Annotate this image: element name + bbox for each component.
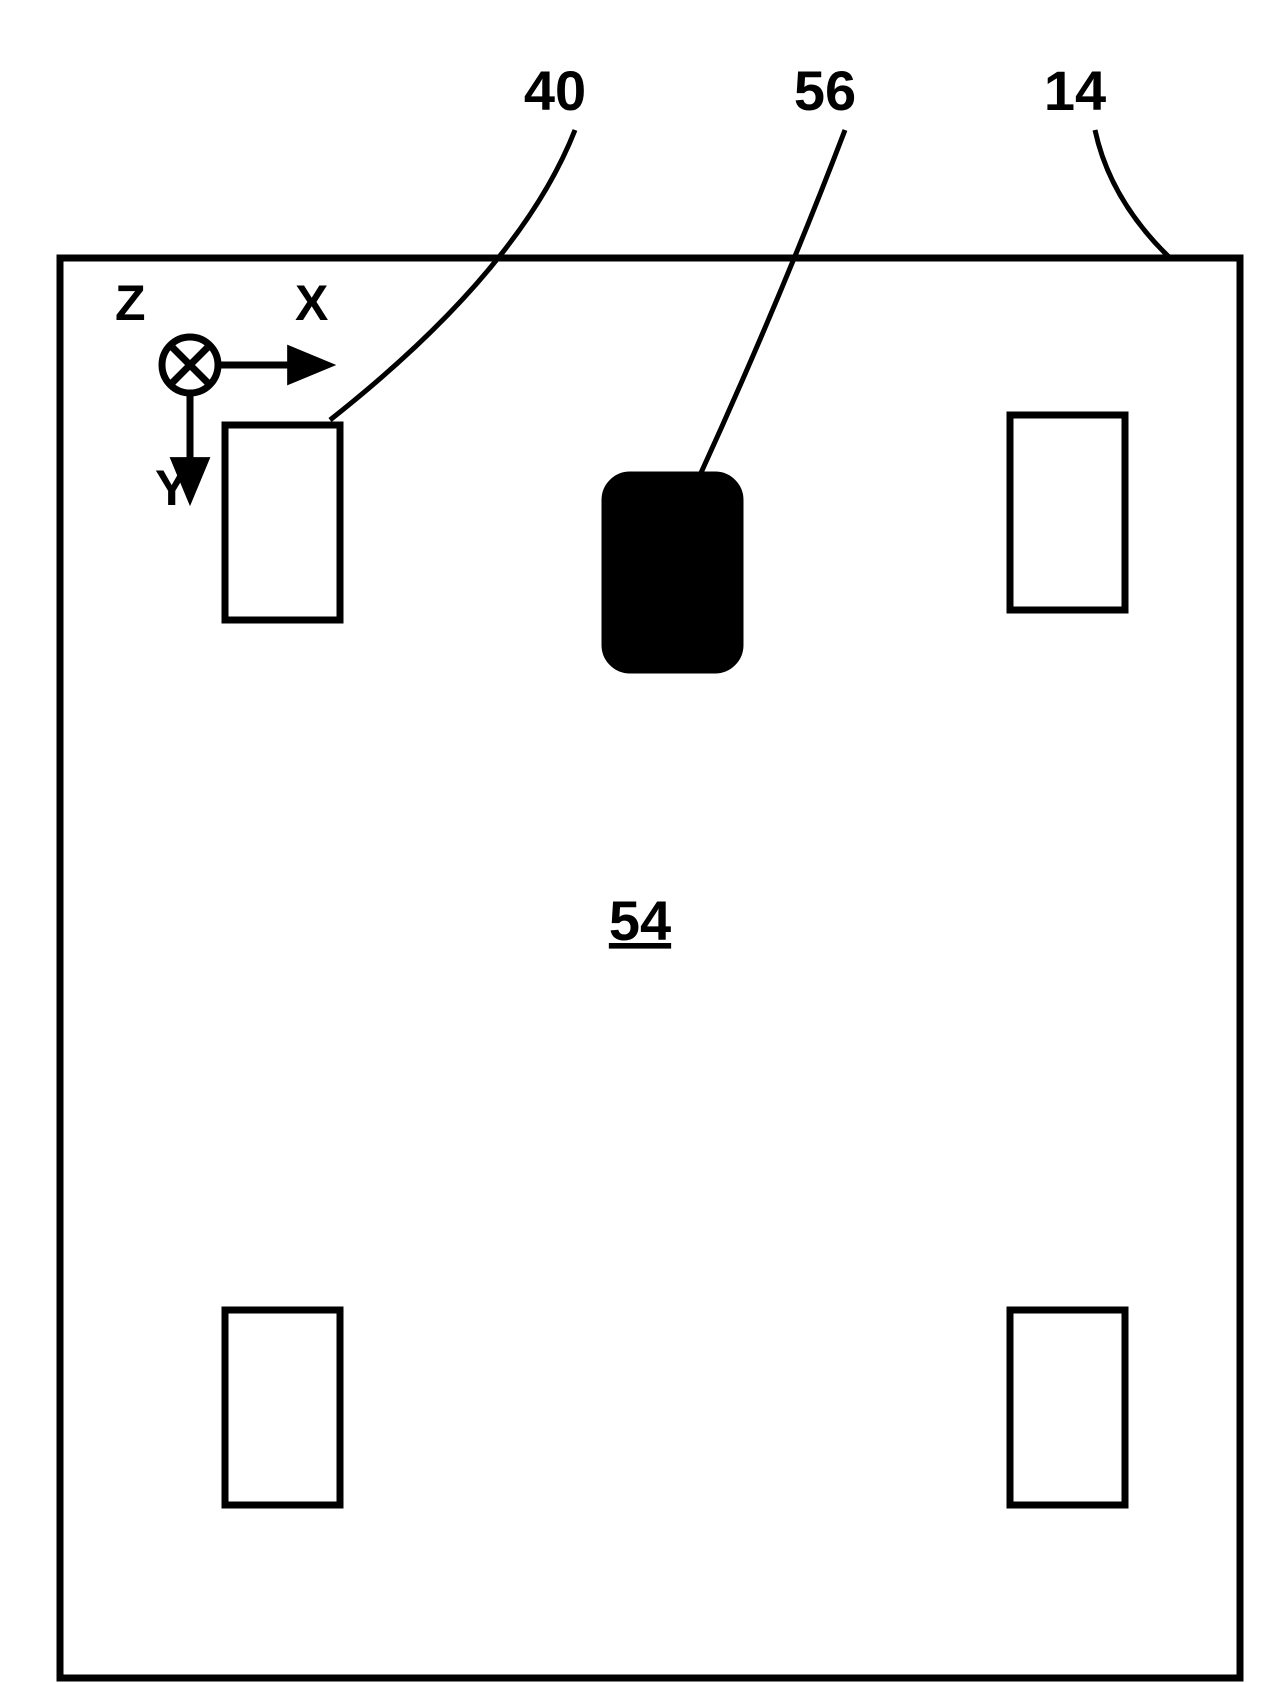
- box-top-right: [1010, 415, 1125, 610]
- callout-label-left: 40: [524, 59, 586, 122]
- outer-frame: [60, 258, 1240, 1678]
- z-axis-label: Z: [115, 275, 146, 331]
- box-bottom-left: [225, 1310, 340, 1505]
- box-top-left: [225, 425, 340, 620]
- callout-label-center: 56: [794, 59, 856, 122]
- y-axis-label: Y: [155, 460, 188, 516]
- callout-leader-center: [700, 130, 845, 475]
- black-box: [605, 475, 740, 670]
- x-axis-label: X: [295, 275, 328, 331]
- callout-leader-right: [1095, 130, 1170, 258]
- center-ref-label: 54: [609, 889, 671, 952]
- callout-label-right: 14: [1044, 59, 1106, 122]
- callout-leader-left: [330, 130, 575, 420]
- box-bottom-right: [1010, 1310, 1125, 1505]
